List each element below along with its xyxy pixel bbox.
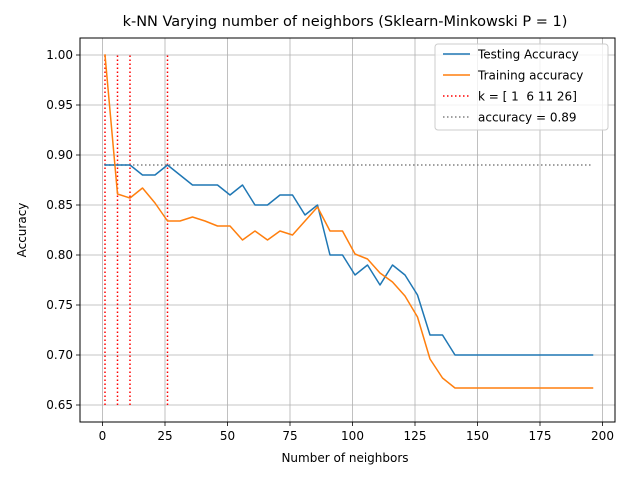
y-tick-label: 0.90 bbox=[46, 148, 73, 162]
y-axis-label: Accuracy bbox=[15, 203, 29, 258]
x-tick-label: 150 bbox=[466, 429, 489, 443]
y-axis-ticks: 0.65 0.70 0.75 0.80 0.85 0.90 0.95 1.00 bbox=[46, 48, 80, 412]
training-accuracy-line bbox=[104, 54, 594, 389]
plot-frame bbox=[79, 37, 616, 423]
legend: Testing Accuracy Training accuracy k = [… bbox=[434, 43, 609, 131]
x-tick-label: 50 bbox=[220, 429, 235, 443]
chart-title: k-NN Varying number of neighbors (Sklear… bbox=[123, 14, 568, 30]
x-tick-label: 0 bbox=[99, 429, 107, 443]
legend-label-testing: Testing Accuracy bbox=[477, 48, 579, 62]
y-tick-label: 0.70 bbox=[46, 348, 73, 362]
grid-lines bbox=[80, 38, 615, 422]
y-tick-label: 0.85 bbox=[46, 198, 73, 212]
y-tick-label: 0.80 bbox=[46, 248, 73, 262]
testing-accuracy-line bbox=[104, 164, 594, 356]
x-tick-label: 100 bbox=[341, 429, 364, 443]
x-tick-label: 75 bbox=[282, 429, 297, 443]
x-tick-label: 200 bbox=[591, 429, 614, 443]
x-axis-ticks: 0 25 50 75 100 125 150 175 200 bbox=[99, 422, 614, 443]
legend-label-training: Training accuracy bbox=[477, 69, 583, 83]
legend-box bbox=[434, 43, 609, 131]
legend-label-k-lines: k = [ 1 6 11 26] bbox=[478, 90, 577, 104]
legend-label-accuracy-line: accuracy = 0.89 bbox=[478, 111, 577, 125]
series-layer bbox=[104, 54, 594, 389]
x-axis-label: Number of neighbors bbox=[281, 451, 408, 465]
vertical-lines-layer bbox=[104, 55, 169, 405]
y-tick-label: 0.95 bbox=[46, 98, 73, 112]
x-tick-label: 25 bbox=[157, 429, 172, 443]
y-tick-label: 1.00 bbox=[46, 48, 73, 62]
x-tick-label: 125 bbox=[404, 429, 427, 443]
x-tick-label: 175 bbox=[529, 429, 552, 443]
y-tick-label: 0.65 bbox=[46, 398, 73, 412]
y-tick-label: 0.75 bbox=[46, 298, 73, 312]
